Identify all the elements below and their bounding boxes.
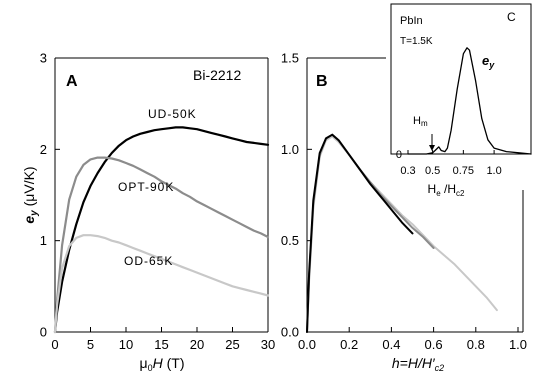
panel-a-series-opt-90k <box>53 156 270 334</box>
panel-c-annotation-arrowhead <box>429 145 435 151</box>
panel-a-ticks: 0 5 10 15 20 25 30 0 1 2 3 <box>40 51 275 352</box>
y-tick-label: 0.0 <box>281 325 299 340</box>
panel-c-ticks: 0.3 0.5 0.75 1.0 0 <box>396 149 502 177</box>
panel-b-xlabel: h=H/H′c2 <box>392 355 444 373</box>
panel-c-curves <box>407 47 532 155</box>
y-tick-label: 1.0 <box>281 142 299 157</box>
panel-a-series-ud-50k <box>53 126 270 334</box>
x-tick-label: 0.4 <box>382 337 400 352</box>
panel-b: 0.0 0.2 0.4 0.6 0.8 1.0 0.0 0.5 1.0 1.5 B h=H/H′c… <box>281 51 527 373</box>
x-tick-label: 20 <box>190 337 204 352</box>
panel-c-series-label: ey <box>482 53 495 70</box>
panel-a-sample: Bi-2212 <box>193 67 241 83</box>
panel-a-ylabel: ey (μV/K) <box>21 166 40 223</box>
series-label-opt: OPT-90K <box>118 180 174 194</box>
x-tick-label: 5 <box>87 337 94 352</box>
x-tick-label: 0.8 <box>467 337 485 352</box>
inset-x-tick-label: 0.5 <box>425 165 440 177</box>
panel-a: 0 5 10 15 20 25 30 0 1 2 3 A Bi-2212 UD-50K OPT-90… <box>21 51 275 373</box>
x-tick-label: 25 <box>225 337 239 352</box>
panel-a-curves <box>53 126 270 334</box>
panel-a-label: A <box>66 73 78 90</box>
panel-c-inset: 0.3 0.5 0.75 1.0 0 C PbIn T=1.5K ey Hm He /H… <box>390 3 532 198</box>
panel-c-xlabel: He /Hc2 <box>428 182 465 198</box>
inset-x-tick-label: 1.0 <box>486 165 501 177</box>
x-tick-label: 0.2 <box>340 337 358 352</box>
x-tick-label: 10 <box>119 337 133 352</box>
panel-b-curves <box>306 133 498 333</box>
inset-x-tick-label: 0.75 <box>453 165 474 177</box>
y-tick-label: 1.5 <box>281 51 299 66</box>
panel-c-temperature: T=1.5K <box>400 36 433 47</box>
x-tick-label: 15 <box>154 337 168 352</box>
x-tick-label: 0.6 <box>425 337 443 352</box>
panel-c-series-1 <box>407 47 532 155</box>
inset-x-tick-label: 0.3 <box>400 165 415 177</box>
panel-a-xlabel: μ0H (T) <box>140 355 185 373</box>
y-tick-label: 2 <box>40 142 47 157</box>
panel-c-label: C <box>507 10 516 24</box>
series-label-ud: UD-50K <box>148 107 197 121</box>
y-tick-label: 0.5 <box>281 233 299 248</box>
panel-c-frame <box>390 3 532 155</box>
inset-y-tick-label: 0 <box>396 149 402 161</box>
series-label-od: OD-65K <box>124 254 173 268</box>
panel-c-annotation: Hm <box>413 115 428 128</box>
panel-b-label: B <box>316 73 328 90</box>
x-tick-label: 30 <box>261 337 275 352</box>
panel-c-sample: PbIn <box>400 15 423 27</box>
panel-b-series-3 <box>306 133 414 333</box>
y-tick-label: 0 <box>40 325 47 340</box>
y-tick-label: 3 <box>40 51 47 66</box>
x-tick-label: 0.0 <box>298 337 316 352</box>
panel-b-ticks: 0.0 0.2 0.4 0.6 0.8 1.0 0.0 0.5 1.0 1.5 <box>281 51 527 352</box>
x-tick-label: 0 <box>51 337 58 352</box>
panel-a-series-od-65k <box>53 234 270 334</box>
y-tick-label: 1 <box>40 233 47 248</box>
x-tick-label: 1.0 <box>509 337 527 352</box>
